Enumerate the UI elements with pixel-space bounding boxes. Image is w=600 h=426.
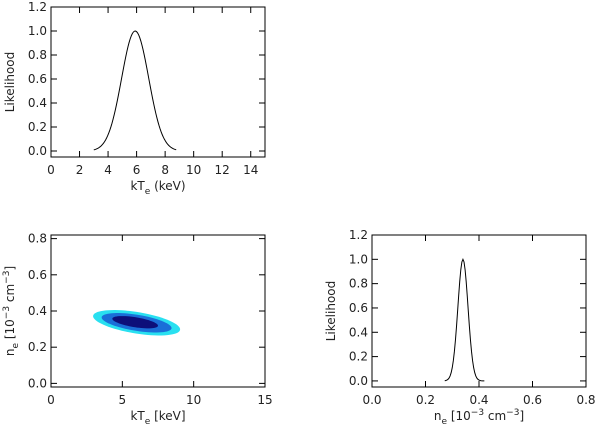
x-tick-label: 10 bbox=[186, 163, 201, 177]
x-label-unit-mid: cm bbox=[484, 409, 506, 423]
y-tick-label: 0.2 bbox=[28, 340, 47, 354]
x-tick-label: 10 bbox=[186, 393, 201, 407]
x-label-unit: (keV) bbox=[150, 179, 185, 193]
x-label-sub: e bbox=[441, 417, 447, 426]
ne-likelihood-plot: 0.0 0.2 0.4 0.6 0.8 0.0 0.2 0.4 0.6 0.8 1.0 1.2 ne [… bbox=[324, 228, 596, 426]
x-tick-label: 0.0 bbox=[362, 393, 381, 407]
x-tick-label: 0.2 bbox=[416, 393, 435, 407]
y-tick-label: 1.2 bbox=[28, 0, 47, 14]
x-tick-label: 0.4 bbox=[469, 393, 488, 407]
x-label-unit-post: ] bbox=[519, 409, 524, 423]
plot-frame bbox=[371, 234, 587, 388]
y-axis-label: ne [10−3 cm−3] bbox=[2, 266, 21, 356]
x-label-unit-exp: −3 bbox=[471, 408, 484, 418]
y-tick-label: 0.6 bbox=[28, 72, 47, 86]
y-tick-label: 0.0 bbox=[28, 144, 47, 158]
likelihood-curve bbox=[444, 257, 485, 382]
x-tick-label: 12 bbox=[215, 163, 230, 177]
x-label-unit: [keV] bbox=[150, 409, 185, 423]
x-label-main: kT bbox=[130, 409, 145, 423]
y-label-sub: e bbox=[11, 343, 21, 349]
x-label-sub: e bbox=[145, 417, 151, 426]
y-tick-label: 1.0 bbox=[28, 24, 47, 38]
y-tick-label: 0.2 bbox=[349, 350, 368, 364]
plot-frame bbox=[50, 6, 266, 158]
y-tick-label: 0.8 bbox=[349, 277, 368, 291]
x-tick-label: 15 bbox=[257, 393, 272, 407]
y-label-unit-mid: cm bbox=[3, 284, 17, 306]
y-label-unit-post: ] bbox=[3, 266, 17, 271]
x-axis-label: kTe [keV] bbox=[130, 409, 185, 426]
y-tick-label: 0.6 bbox=[349, 301, 368, 315]
y-tick-label: 0.8 bbox=[28, 48, 47, 62]
x-label-unit-pre: [10 bbox=[447, 409, 471, 423]
x-tick-label: 8 bbox=[161, 163, 169, 177]
y-label-main: n bbox=[3, 349, 17, 357]
x-tick-label: 5 bbox=[119, 393, 127, 407]
y-tick-label: 0.4 bbox=[28, 96, 47, 110]
x-label-unit-exp2: −3 bbox=[506, 408, 519, 418]
y-label-unit-exp: −3 bbox=[2, 306, 12, 319]
x-axis-label: kTe (keV) bbox=[130, 179, 185, 197]
x-label-main: kT bbox=[130, 179, 145, 193]
kte-likelihood-plot: 0 2 4 6 8 10 12 14 0.0 0.2 0.4 0.6 0.8 1.0 1.2 kTe (keV… bbox=[3, 0, 266, 197]
y-label-unit-pre: [10 bbox=[3, 319, 17, 343]
x-tick-label: 0 bbox=[47, 393, 55, 407]
y-tick-label: 0.6 bbox=[28, 268, 47, 282]
y-axis-label: Likelihood bbox=[3, 52, 17, 113]
x-tick-label: 0.6 bbox=[523, 393, 542, 407]
y-tick-label: 0.0 bbox=[28, 376, 47, 390]
y-tick-label: 1.0 bbox=[349, 252, 368, 266]
y-label-text: Likelihood bbox=[3, 52, 17, 113]
y-tick-label: 0.4 bbox=[349, 325, 368, 339]
y-label-unit-exp2: −3 bbox=[2, 271, 12, 284]
x-tick-label: 14 bbox=[243, 163, 258, 177]
y-tick-label: 0.4 bbox=[28, 304, 47, 318]
y-tick-label: 1.2 bbox=[349, 228, 368, 242]
y-tick-label: 0.2 bbox=[28, 120, 47, 134]
x-axis-label: ne [10−3 cm−3] bbox=[434, 408, 524, 426]
contour-inner bbox=[112, 316, 158, 329]
x-tick-label: 4 bbox=[104, 163, 112, 177]
x-tick-label: 2 bbox=[76, 163, 84, 177]
x-label-sub: e bbox=[145, 187, 151, 197]
plot-frame bbox=[50, 234, 266, 388]
y-axis-label: Likelihood bbox=[324, 281, 338, 342]
x-tick-label: 0.8 bbox=[576, 393, 595, 407]
x-tick-label: 6 bbox=[133, 163, 141, 177]
x-tick-label: 0 bbox=[47, 163, 55, 177]
y-label-text: Likelihood bbox=[324, 281, 338, 342]
y-tick-label: 0.0 bbox=[349, 374, 368, 388]
x-label-main: n bbox=[434, 409, 442, 423]
y-tick-label: 0.8 bbox=[28, 232, 47, 246]
likelihood-curve bbox=[93, 30, 177, 151]
